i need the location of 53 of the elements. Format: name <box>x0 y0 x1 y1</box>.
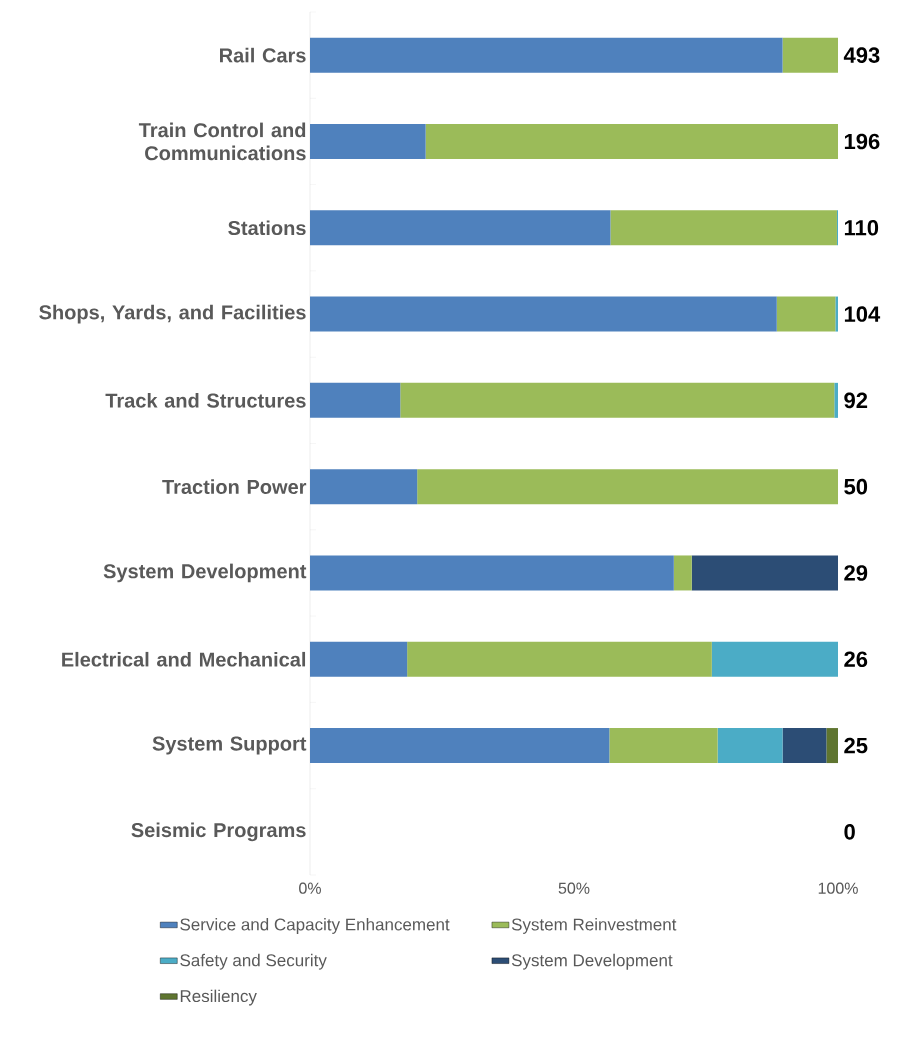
text: 26 <box>844 651 868 668</box>
y-tick-label: System Development <box>103 563 307 583</box>
bar <box>835 296 838 332</box>
bar <box>417 469 838 505</box>
y-tick-label: Train Control and Communications <box>138 122 306 161</box>
x-tick-label: 0% <box>299 882 321 894</box>
bar <box>310 296 777 332</box>
bar <box>834 382 838 418</box>
legend-label: Safety and Security <box>180 953 327 970</box>
bar <box>310 469 418 505</box>
y-tick-label: Shops, Yards, and Facilities <box>39 304 306 324</box>
bar <box>776 296 836 332</box>
x-tick-label: 50% <box>558 882 590 894</box>
legend-label: Resiliency <box>180 989 257 1006</box>
bar <box>826 728 838 764</box>
legend-label: System Reinvestment <box>511 918 677 934</box>
y-tick-label: Traction Power <box>162 479 307 495</box>
text: 50 <box>844 478 868 495</box>
y-tick-label: Rail Cars <box>220 47 306 63</box>
bar <box>407 641 712 677</box>
bar <box>310 641 408 677</box>
bar <box>691 555 838 591</box>
bar <box>400 382 835 418</box>
y-tick-label: Stations <box>228 220 306 236</box>
bar <box>310 382 401 418</box>
bar <box>310 728 610 764</box>
y-tick-label: Track and Structures <box>105 393 306 408</box>
text: 104 <box>844 306 881 322</box>
x-tick-label: 100% <box>818 882 858 894</box>
y-tick-label: Electrical and Mechanical <box>62 651 306 667</box>
bar <box>782 728 827 764</box>
text: 29 <box>844 565 868 581</box>
y-tick-label: Seismic Programs <box>131 822 306 842</box>
bar <box>673 555 692 591</box>
y-tick-label: System Support <box>152 736 307 755</box>
legend-label: System Development <box>511 953 673 970</box>
bar <box>717 728 783 764</box>
bar <box>609 728 718 764</box>
bar <box>711 641 838 677</box>
bar <box>310 37 783 73</box>
text: 92 <box>844 392 868 409</box>
bar <box>425 123 838 159</box>
text: 196 <box>844 133 880 150</box>
text: 25 <box>844 737 868 754</box>
text: 493 <box>843 47 880 63</box>
bar <box>310 555 674 591</box>
bar <box>782 37 838 73</box>
bar <box>310 210 611 246</box>
legend-label: Service and Capacity Enhancement <box>180 918 450 934</box>
bar <box>310 123 426 159</box>
text: 0 <box>844 824 855 840</box>
bar <box>610 210 837 246</box>
text: 110 <box>844 219 879 236</box>
